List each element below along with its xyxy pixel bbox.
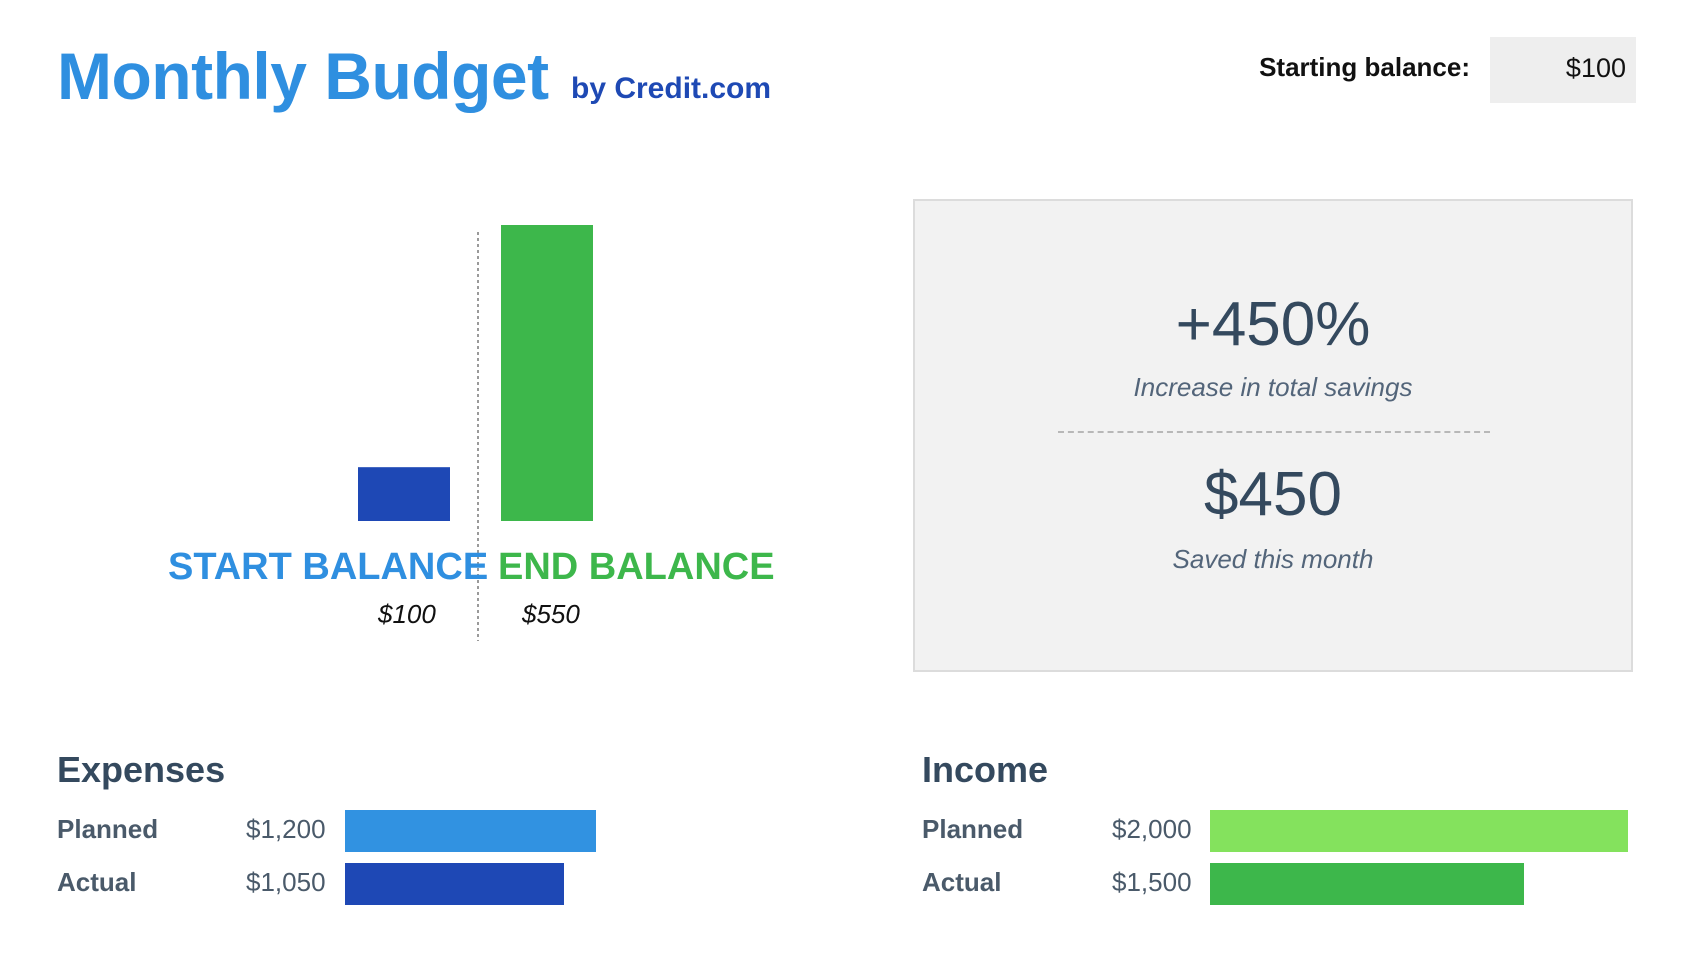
expenses-planned-value: $1,200 bbox=[246, 814, 326, 844]
expenses-title: Expenses bbox=[57, 749, 226, 790]
expenses-actual-label: Actual bbox=[57, 867, 137, 897]
income-planned-bar bbox=[1210, 810, 1628, 852]
expenses-actual-bar bbox=[345, 863, 565, 905]
summary-divider bbox=[1058, 431, 1490, 433]
income-actual-value: $1,500 bbox=[1112, 867, 1192, 897]
start-balance-value: $100 bbox=[378, 599, 436, 629]
starting-balance-value: $100 bbox=[1565, 53, 1626, 83]
saved-caption: Saved this month bbox=[1172, 544, 1374, 574]
start-balance-bar bbox=[358, 467, 450, 521]
expenses-planned-bar bbox=[345, 810, 596, 852]
end-balance-bar bbox=[501, 225, 593, 521]
increase-caption: Increase in total savings bbox=[1133, 372, 1413, 402]
increase-percentage: +450% bbox=[1175, 290, 1371, 359]
income-actual-bar bbox=[1210, 863, 1524, 905]
starting-balance-input[interactable]: $100 bbox=[1490, 37, 1636, 103]
income-actual-label: Actual bbox=[922, 867, 1002, 897]
balance-chart-svg bbox=[358, 225, 593, 641]
income-planned-value: $2,000 bbox=[1112, 814, 1192, 844]
expenses-planned-label: Planned bbox=[57, 814, 159, 844]
expenses-actual-value: $1,050 bbox=[246, 867, 326, 897]
saved-amount: $450 bbox=[1204, 460, 1342, 529]
income-planned-label: Planned bbox=[922, 814, 1024, 844]
page-title: Monthly Budget bbox=[57, 39, 549, 113]
end-balance-label: END BALANCE bbox=[498, 546, 775, 588]
byline: by Credit.com bbox=[571, 72, 772, 105]
balance-chart bbox=[150, 220, 790, 650]
end-balance-value: $550 bbox=[522, 599, 580, 629]
savings-summary-panel: +450% Increase in total savings $450 Sav… bbox=[913, 199, 1633, 672]
start-balance-label: START BALANCE bbox=[168, 546, 489, 588]
starting-balance-label: Starting balance: bbox=[1259, 52, 1470, 82]
income-title: Income bbox=[922, 749, 1049, 790]
